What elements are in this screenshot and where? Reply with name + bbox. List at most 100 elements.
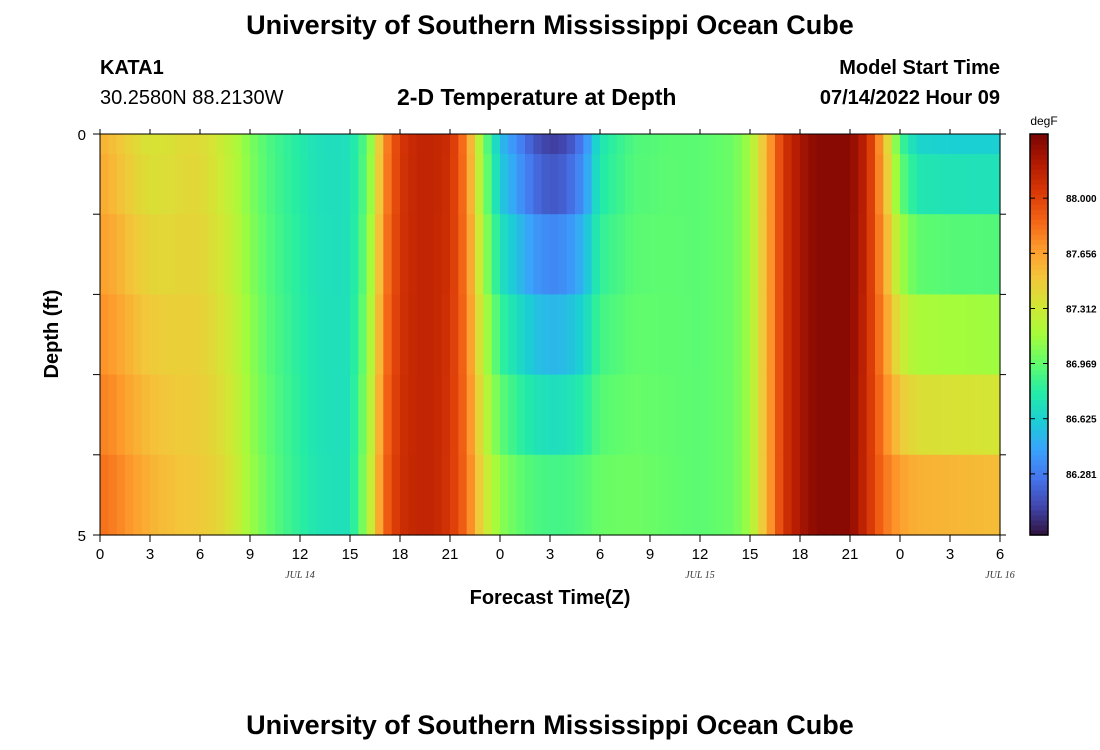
heatmap-cell xyxy=(658,134,668,155)
heatmap-cell xyxy=(825,374,834,456)
heatmap-cell xyxy=(558,154,568,215)
colorbar-segment xyxy=(1030,394,1048,401)
heatmap-cell xyxy=(883,154,893,215)
heatmap-cell xyxy=(383,134,393,155)
heatmap-cell xyxy=(216,134,226,155)
colorbar-segment xyxy=(1030,314,1048,321)
heatmap-cell xyxy=(166,454,176,536)
heatmap-cell xyxy=(816,374,826,456)
heatmap-cell xyxy=(241,154,251,215)
heatmap-cell xyxy=(833,214,843,295)
heatmap-cell xyxy=(150,214,159,295)
heatmap-cell xyxy=(716,294,726,376)
heatmap-cell xyxy=(108,294,118,376)
heatmap-cell xyxy=(950,214,959,295)
heatmap-cell xyxy=(566,154,576,215)
heatmap-cell xyxy=(416,454,426,536)
heatmap-cell xyxy=(708,454,718,536)
heatmap-cell xyxy=(733,454,743,536)
heatmap-cell xyxy=(500,374,509,456)
heatmap-cell xyxy=(833,454,843,536)
heatmap-cell xyxy=(925,294,934,376)
heatmap-cell xyxy=(483,454,493,536)
heatmap-cell xyxy=(641,214,651,295)
colorbar-segment xyxy=(1030,449,1048,456)
heatmap-cell xyxy=(191,214,201,295)
heatmap-cell xyxy=(508,374,518,456)
heatmap-cell xyxy=(300,214,309,295)
heatmap-cell xyxy=(775,154,784,215)
heatmap-cell xyxy=(933,454,943,536)
heatmap-cell xyxy=(150,294,159,376)
heatmap-cell xyxy=(108,214,118,295)
heatmap-cell xyxy=(333,374,343,456)
heatmap-cell xyxy=(925,134,934,155)
heatmap-cell xyxy=(100,454,109,536)
heatmap-cell xyxy=(816,214,826,295)
colorbar-segment xyxy=(1030,479,1048,486)
colorbar-segment xyxy=(1030,289,1048,295)
heatmap-cell xyxy=(141,374,151,456)
heatmap-cell xyxy=(983,454,993,536)
heatmap-cell xyxy=(433,454,443,536)
heatmap-cell xyxy=(841,214,851,295)
heatmap-cell xyxy=(925,454,934,536)
heatmap-cell xyxy=(983,154,993,215)
heatmap-cell xyxy=(516,294,526,376)
heatmap-cell xyxy=(366,214,376,295)
heatmap-cell xyxy=(316,134,326,155)
heatmap-cell xyxy=(558,134,568,155)
heatmap-cell xyxy=(308,454,318,536)
heatmap-cell xyxy=(558,454,568,536)
heatmap-cell xyxy=(725,374,734,456)
heatmap-cell xyxy=(883,294,893,376)
heatmap-cell xyxy=(433,154,443,215)
heatmap-cell xyxy=(408,454,418,536)
heatmap-cell xyxy=(808,454,818,536)
heatmap-cell xyxy=(858,294,868,376)
heatmap-cell xyxy=(550,294,559,376)
colorbar-segment xyxy=(1030,484,1048,491)
heatmap-cell xyxy=(341,294,351,376)
heatmap-cell xyxy=(733,294,743,376)
heatmap-cell xyxy=(725,134,734,155)
heatmap-cell xyxy=(525,154,534,215)
heatmap-cell xyxy=(608,154,618,215)
heatmap-cell xyxy=(216,454,226,536)
heatmap-cell xyxy=(616,214,626,295)
heatmap-cell xyxy=(258,134,268,155)
heatmap-cell xyxy=(850,454,859,536)
heatmap-cell xyxy=(866,214,876,295)
heatmap-cell xyxy=(641,374,651,456)
heatmap-cell xyxy=(483,134,493,155)
heatmap-cell xyxy=(841,374,851,456)
heatmap-cell xyxy=(350,454,359,536)
colorbar-segment xyxy=(1030,184,1048,190)
heatmap-cell xyxy=(125,154,134,215)
heatmap-cell xyxy=(125,294,134,376)
heatmap-cell xyxy=(891,374,901,456)
heatmap-cell xyxy=(858,154,868,215)
heatmap-cell xyxy=(883,374,893,456)
heatmap-cell xyxy=(291,294,301,376)
heatmap-cell xyxy=(983,134,993,155)
heatmap-cell xyxy=(325,454,334,536)
heatmap-cell xyxy=(391,214,401,295)
heatmap-cell xyxy=(933,134,943,155)
heatmap-cell xyxy=(800,454,809,536)
heatmap-cell xyxy=(583,294,593,376)
heatmap-cell xyxy=(116,154,126,215)
heatmap-cell xyxy=(358,294,368,376)
heatmap-cell xyxy=(733,154,743,215)
colorbar-segment xyxy=(1030,369,1048,376)
heatmap-cell xyxy=(408,374,418,456)
heatmap-cell xyxy=(533,294,543,376)
heatmap-cell xyxy=(416,374,426,456)
heatmap-cell xyxy=(833,134,843,155)
heatmap-cell xyxy=(583,374,593,456)
heatmap-cell xyxy=(875,214,884,295)
heatmap-cell xyxy=(350,134,359,155)
heatmap-cell xyxy=(558,214,568,295)
heatmap-cell xyxy=(408,134,418,155)
heatmap-cell xyxy=(300,454,309,536)
